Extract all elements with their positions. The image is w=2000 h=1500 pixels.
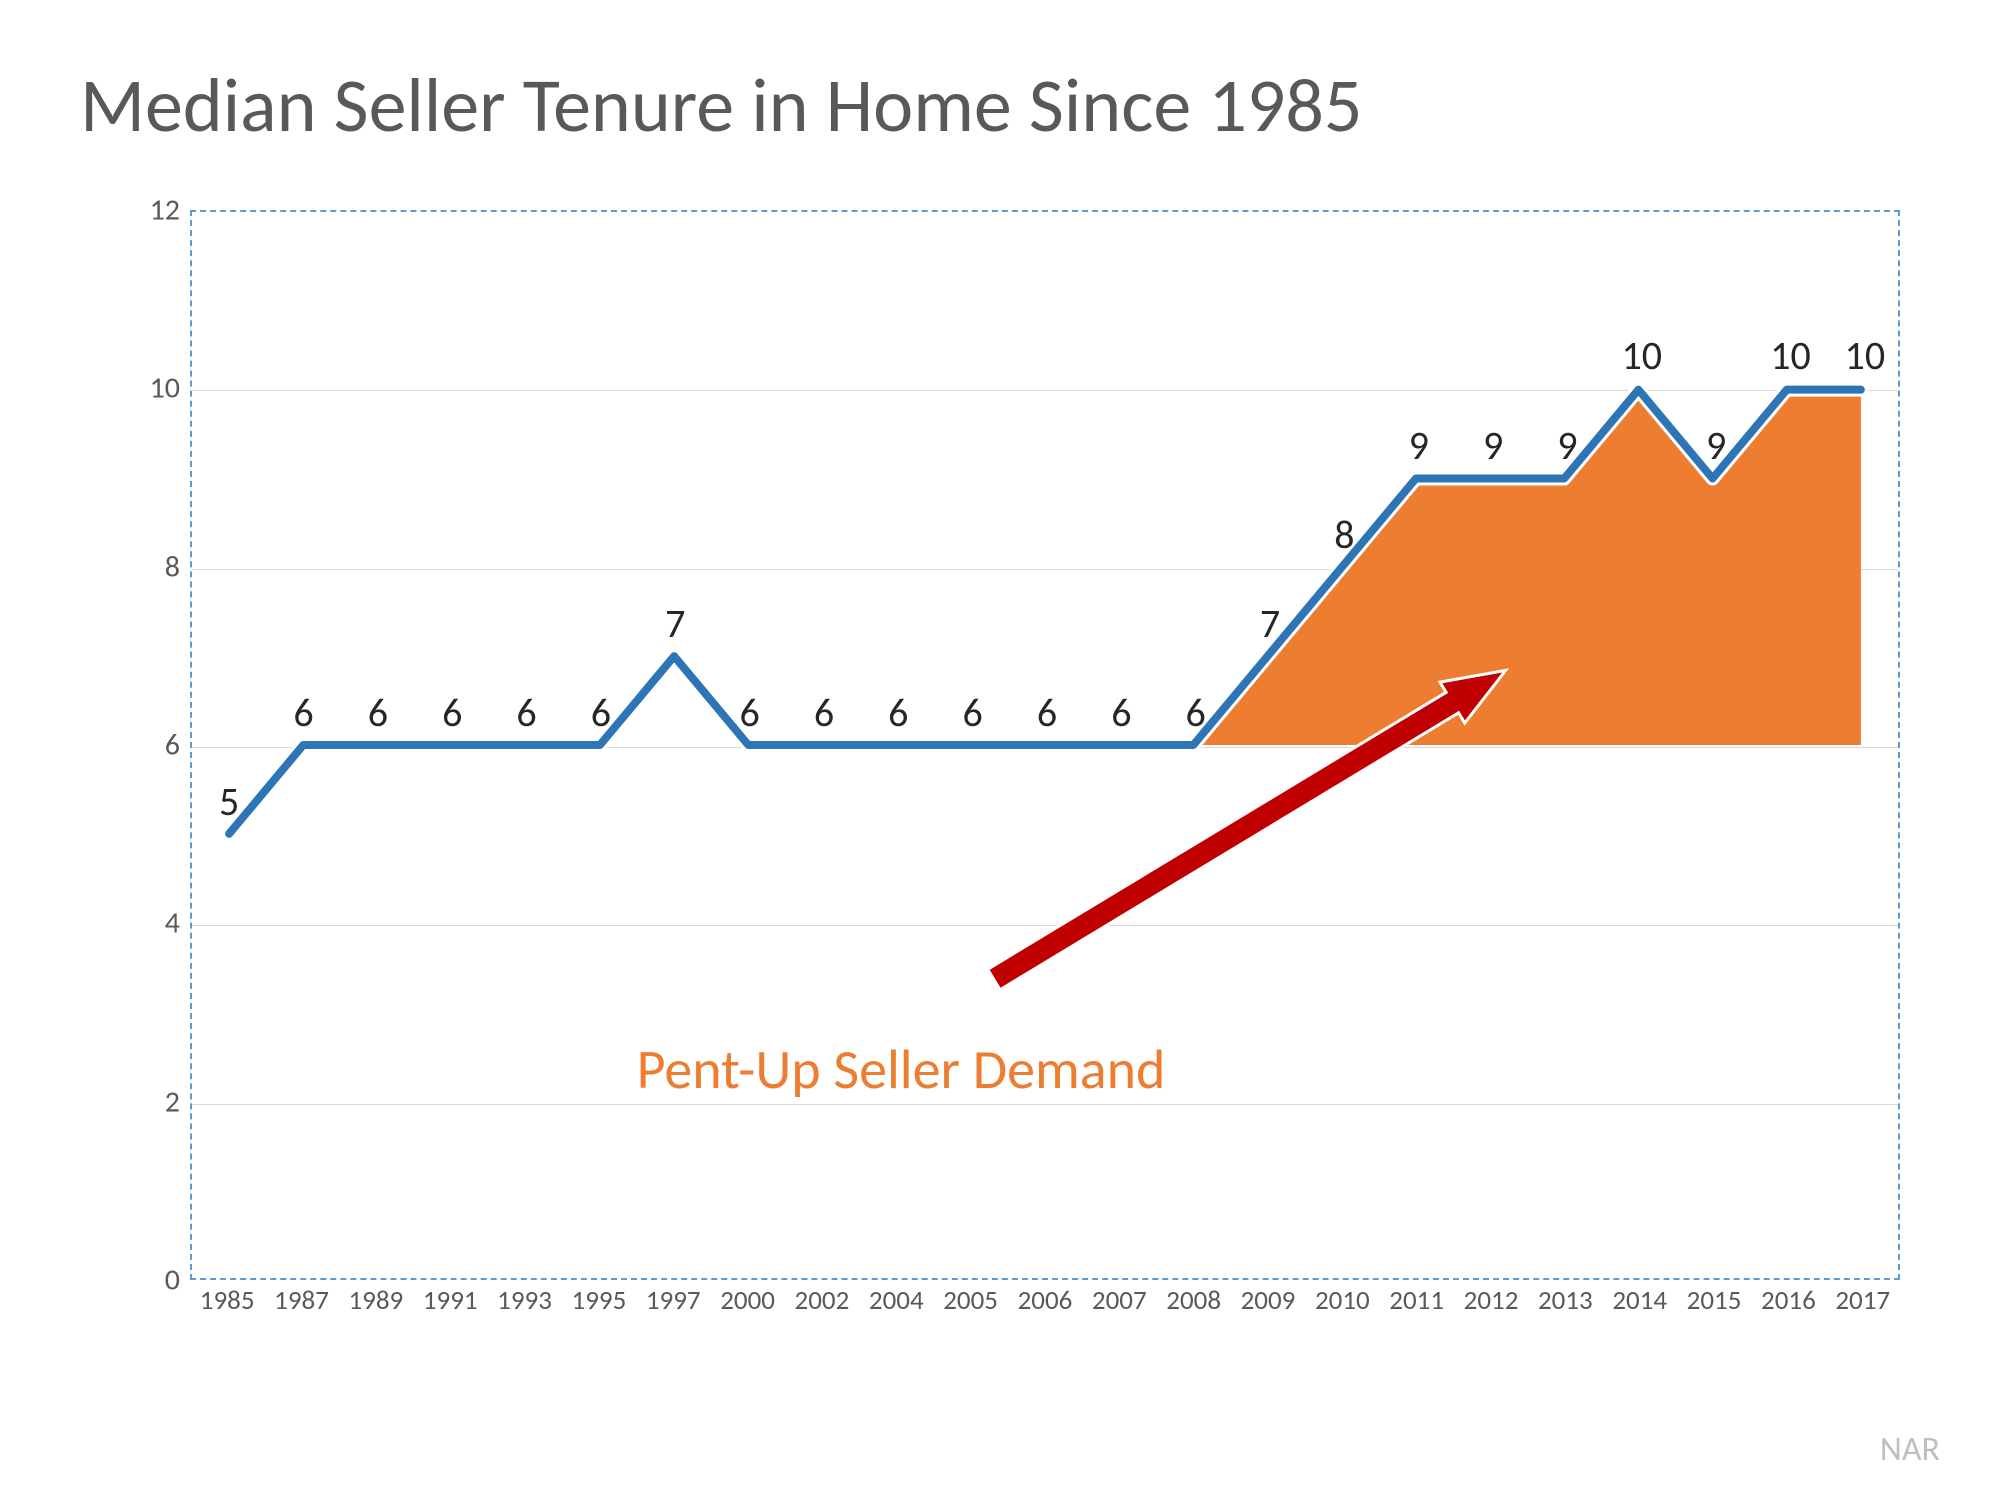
- y-tick-label: 2: [120, 1083, 180, 1120]
- source-label: NAR: [1880, 1429, 1940, 1470]
- area-fill: [1193, 390, 1861, 745]
- data-label: 6: [739, 688, 759, 737]
- y-tick-label: 12: [120, 192, 180, 229]
- data-label: 6: [963, 688, 983, 737]
- x-tick-label: 1987: [264, 1284, 338, 1317]
- data-label: 10: [1845, 331, 1886, 380]
- y-tick-label: 4: [120, 905, 180, 942]
- data-label: 6: [888, 688, 908, 737]
- y-tick-label: 0: [120, 1262, 180, 1299]
- x-tick-label: 1993: [487, 1284, 561, 1317]
- data-label: 8: [1334, 510, 1354, 559]
- data-label: 6: [591, 688, 611, 737]
- data-label: 10: [1622, 331, 1663, 380]
- data-label: 9: [1483, 421, 1503, 470]
- x-tick-label: 2004: [859, 1284, 933, 1317]
- x-tick-label: 1989: [339, 1284, 413, 1317]
- x-tick-label: 2010: [1305, 1284, 1379, 1317]
- data-label: 6: [1037, 688, 1057, 737]
- x-tick-label: 2012: [1454, 1284, 1528, 1317]
- data-label: 6: [293, 688, 313, 737]
- data-label: 5: [219, 777, 239, 826]
- data-label: 9: [1409, 421, 1429, 470]
- page-title: Median Seller Tenure in Home Since 1985: [80, 60, 1362, 152]
- data-label: 10: [1770, 331, 1811, 380]
- x-tick-label: 2017: [1826, 1284, 1900, 1317]
- data-label: 6: [516, 688, 536, 737]
- data-label: 9: [1706, 421, 1726, 470]
- x-tick-label: 2008: [1156, 1284, 1230, 1317]
- tenure-chart: 024681012 56666676666666789991091010 Pen…: [110, 210, 1900, 1330]
- x-tick-label: 2011: [1380, 1284, 1454, 1317]
- x-tick-label: 2005: [933, 1284, 1007, 1317]
- data-label: 6: [1111, 688, 1131, 737]
- data-label: 6: [442, 688, 462, 737]
- x-tick-label: 2016: [1751, 1284, 1825, 1317]
- data-label: 7: [1260, 599, 1280, 648]
- data-label: 9: [1557, 421, 1577, 470]
- x-tick-label: 2002: [785, 1284, 859, 1317]
- x-tick-label: 2013: [1528, 1284, 1602, 1317]
- x-tick-label: 2006: [1008, 1284, 1082, 1317]
- x-axis-ticks: 1985198719891991199319951997200020022004…: [190, 1284, 1900, 1317]
- y-tick-label: 10: [120, 370, 180, 407]
- x-tick-label: 1991: [413, 1284, 487, 1317]
- data-label: 6: [1186, 688, 1206, 737]
- data-label: 6: [814, 688, 834, 737]
- x-tick-label: 1985: [190, 1284, 264, 1317]
- x-tick-label: 2014: [1603, 1284, 1677, 1317]
- data-label: 6: [368, 688, 388, 737]
- y-tick-label: 8: [120, 548, 180, 585]
- x-tick-label: 1995: [562, 1284, 636, 1317]
- annotation-text: Pent-Up Seller Demand: [637, 1036, 1166, 1104]
- x-tick-label: 2015: [1677, 1284, 1751, 1317]
- data-label: 7: [665, 599, 685, 648]
- x-tick-label: 2000: [710, 1284, 784, 1317]
- y-tick-label: 6: [120, 727, 180, 764]
- x-tick-label: 2007: [1082, 1284, 1156, 1317]
- plot-area: 5 6 6 6 6 6 7 6 6 6 6 6 6 6 7 8 9 9 9 10 9 10 10 Pent-Up Selle…: [190, 210, 1900, 1280]
- x-tick-label: 2009: [1231, 1284, 1305, 1317]
- x-tick-label: 1997: [636, 1284, 710, 1317]
